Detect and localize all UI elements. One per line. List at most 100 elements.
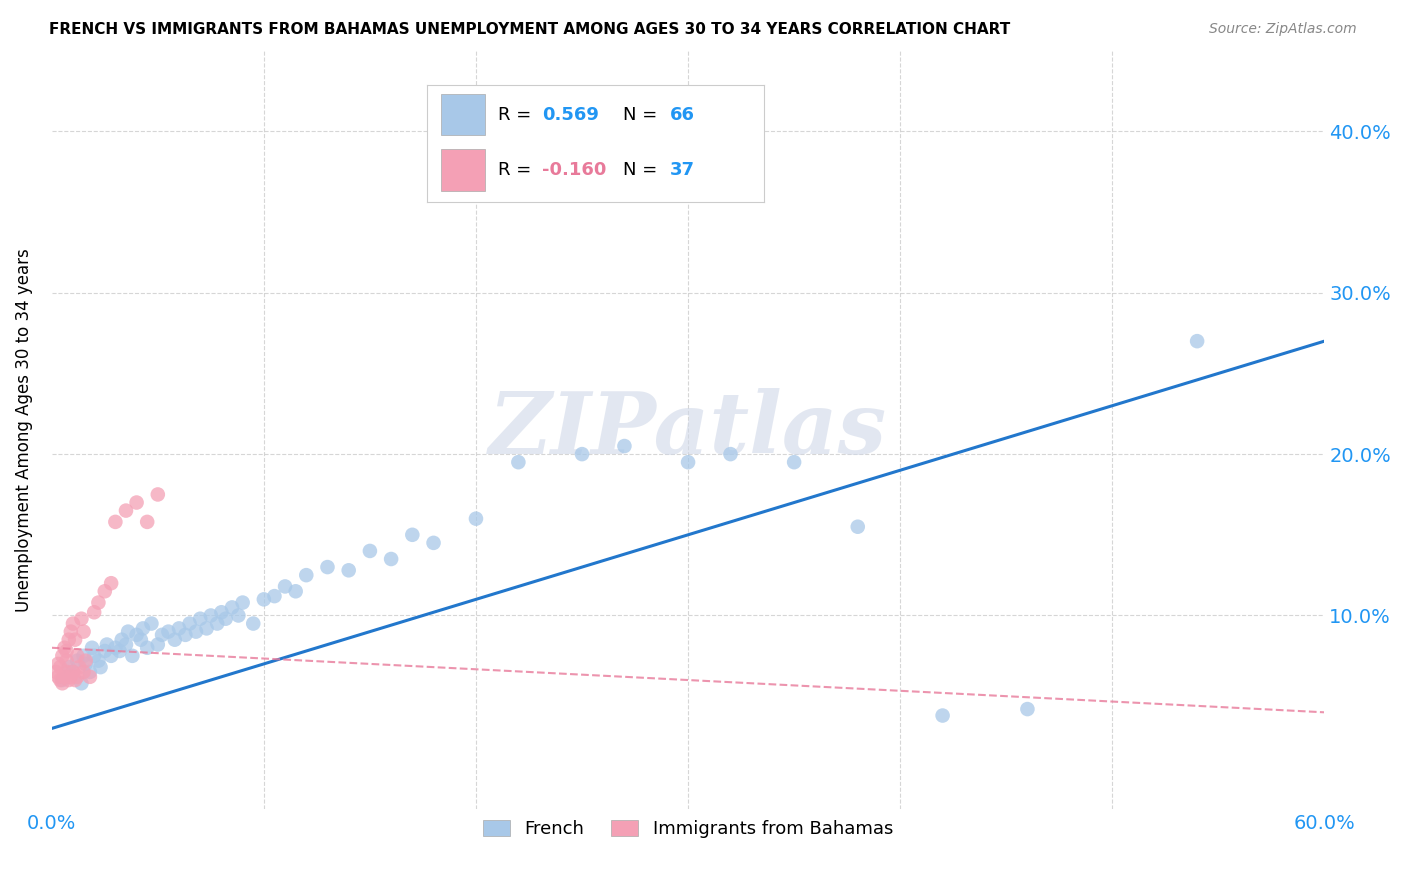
Point <box>66 648 89 663</box>
Point <box>1185 334 1208 348</box>
Point <box>79 670 101 684</box>
Point <box>274 579 297 593</box>
Point <box>232 596 254 610</box>
Point <box>125 495 148 509</box>
Point <box>1017 702 1039 716</box>
Point <box>46 670 69 684</box>
Point <box>58 632 80 647</box>
Point <box>195 621 218 635</box>
Point <box>53 640 76 655</box>
Point <box>200 608 222 623</box>
Point <box>720 447 742 461</box>
Y-axis label: Unemployment Among Ages 30 to 34 years: Unemployment Among Ages 30 to 34 years <box>15 248 32 612</box>
Point <box>79 665 101 679</box>
Point <box>167 621 190 635</box>
Point <box>58 660 80 674</box>
Point <box>62 665 84 679</box>
Point <box>253 592 276 607</box>
Point <box>184 624 207 639</box>
Point <box>104 515 127 529</box>
Point <box>931 708 953 723</box>
Point <box>87 596 110 610</box>
Point <box>94 584 117 599</box>
Point <box>263 589 285 603</box>
Point <box>49 673 72 687</box>
Point <box>174 628 197 642</box>
Point <box>115 503 138 517</box>
Point <box>205 616 228 631</box>
Point <box>150 628 173 642</box>
Point <box>70 676 93 690</box>
Point <box>146 638 169 652</box>
Point <box>136 640 159 655</box>
Point <box>121 648 143 663</box>
Point <box>87 654 110 668</box>
Point <box>188 612 211 626</box>
Point <box>66 654 89 668</box>
Point <box>132 621 155 635</box>
Point <box>125 628 148 642</box>
Point <box>228 608 250 623</box>
Point <box>465 511 488 525</box>
Point <box>72 665 94 679</box>
Text: FRENCH VS IMMIGRANTS FROM BAHAMAS UNEMPLOYMENT AMONG AGES 30 TO 34 YEARS CORRELA: FRENCH VS IMMIGRANTS FROM BAHAMAS UNEMPL… <box>49 22 1011 37</box>
Point <box>179 616 201 631</box>
Point <box>676 455 699 469</box>
Point <box>401 528 423 542</box>
Point <box>129 632 152 647</box>
Point <box>359 544 381 558</box>
Point <box>100 648 122 663</box>
Point <box>146 487 169 501</box>
Point <box>96 638 118 652</box>
Point <box>422 536 444 550</box>
Point <box>46 657 69 671</box>
Point <box>163 632 186 647</box>
Point <box>100 576 122 591</box>
Point <box>63 632 86 647</box>
Point <box>62 665 84 679</box>
Point <box>51 648 73 663</box>
Point <box>75 654 97 668</box>
Point <box>380 552 402 566</box>
Point <box>613 439 636 453</box>
Point <box>62 616 84 631</box>
Text: Source: ZipAtlas.com: Source: ZipAtlas.com <box>1209 22 1357 37</box>
Point <box>94 644 117 658</box>
Point <box>104 640 127 655</box>
Point <box>72 624 94 639</box>
Point <box>59 624 82 639</box>
Point <box>316 560 339 574</box>
Point <box>53 670 76 684</box>
Point <box>75 657 97 671</box>
Point <box>66 670 89 684</box>
Point <box>55 665 77 679</box>
Point <box>49 660 72 674</box>
Point <box>83 648 105 663</box>
Point <box>90 660 112 674</box>
Point <box>72 648 94 663</box>
Point <box>80 640 103 655</box>
Point <box>783 455 806 469</box>
Text: ZIPatlas: ZIPatlas <box>489 388 887 472</box>
Point <box>51 673 73 687</box>
Point <box>67 660 90 674</box>
Point <box>59 670 82 684</box>
Point <box>242 616 264 631</box>
Point <box>571 447 593 461</box>
Point <box>45 665 67 679</box>
Point <box>58 673 80 687</box>
Point <box>508 455 530 469</box>
Point <box>115 638 138 652</box>
Point <box>51 676 73 690</box>
Point <box>141 616 163 631</box>
Point <box>284 584 307 599</box>
Point <box>215 612 238 626</box>
Point <box>111 632 134 647</box>
Point <box>209 605 232 619</box>
Point <box>83 605 105 619</box>
Point <box>108 644 131 658</box>
Point <box>157 624 180 639</box>
Point <box>295 568 318 582</box>
Point <box>55 644 77 658</box>
Point <box>70 612 93 626</box>
